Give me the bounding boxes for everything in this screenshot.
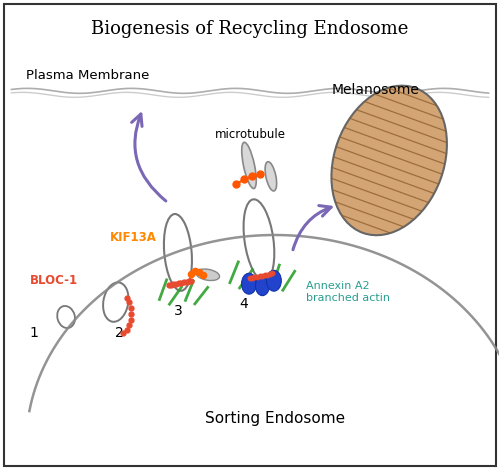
- Ellipse shape: [242, 142, 256, 188]
- FancyArrowPatch shape: [132, 114, 166, 201]
- Ellipse shape: [57, 306, 75, 328]
- Ellipse shape: [244, 199, 274, 281]
- Ellipse shape: [266, 270, 281, 291]
- Text: microtubule: microtubule: [214, 128, 286, 141]
- Ellipse shape: [265, 162, 276, 191]
- Text: Melanosome: Melanosome: [332, 83, 419, 97]
- Ellipse shape: [103, 282, 128, 322]
- Text: Plasma Membrane: Plasma Membrane: [26, 70, 150, 82]
- Text: 1: 1: [30, 326, 38, 340]
- Ellipse shape: [256, 276, 270, 296]
- Text: 2: 2: [116, 326, 124, 340]
- Text: Sorting Endosome: Sorting Endosome: [205, 411, 345, 426]
- Text: Annexin A2
branched actin: Annexin A2 branched actin: [306, 282, 390, 303]
- Ellipse shape: [196, 269, 220, 281]
- FancyArrowPatch shape: [293, 205, 331, 250]
- Text: BLOC-1: BLOC-1: [30, 274, 78, 287]
- Ellipse shape: [332, 86, 447, 235]
- FancyBboxPatch shape: [4, 4, 496, 466]
- Text: Biogenesis of Recycling Endosome: Biogenesis of Recycling Endosome: [92, 20, 408, 38]
- Ellipse shape: [242, 273, 256, 294]
- Text: KIF13A: KIF13A: [110, 231, 156, 244]
- Text: 4: 4: [240, 297, 248, 311]
- Ellipse shape: [164, 214, 192, 291]
- Text: 3: 3: [174, 304, 182, 318]
